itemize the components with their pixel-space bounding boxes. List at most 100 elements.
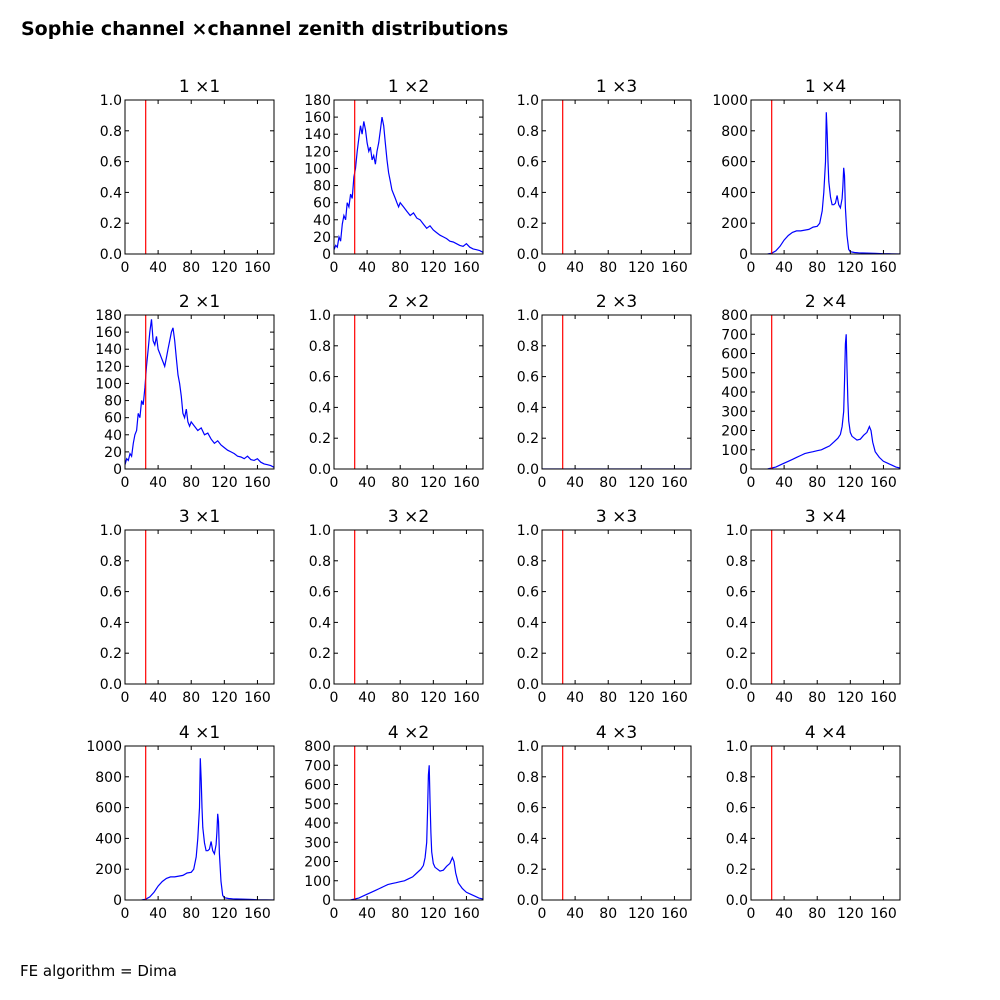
x-tick-label: 40 [358, 475, 376, 491]
x-tick-label: 160 [870, 690, 897, 706]
y-tick-label: 1.0 [100, 93, 122, 109]
y-tick-label: 80 [104, 394, 122, 410]
subplot-4-2: 0 40 80 120 160 0 100 200 300 400 500 600 700 800 4 ×2 [304, 723, 484, 922]
subplot-4-1: 0 40 80 120 160 0 200 400 600 800 1000 4 ×1 [86, 723, 275, 922]
x-tick-label: 40 [149, 690, 167, 706]
x-tick-label: 120 [211, 260, 238, 276]
figure-title: Sophie channel ×channel zenith distribut… [21, 18, 509, 40]
y-tick-label: 0.8 [517, 554, 539, 570]
y-tick-label: 0 [322, 247, 331, 263]
y-tick-label: 400 [304, 816, 331, 832]
x-tick-label: 0 [747, 690, 756, 706]
y-tick-label: 200 [721, 216, 748, 232]
axes-frame [124, 745, 275, 901]
histogram-series [767, 112, 900, 254]
y-tick-label: 0.4 [517, 615, 539, 631]
x-tick-label: 160 [244, 260, 271, 276]
y-tick-label: 140 [95, 342, 122, 358]
y-tick-label: 0.2 [517, 431, 539, 447]
x-tick-label: 80 [391, 475, 409, 491]
x-tick-label: 0 [121, 906, 130, 922]
y-tick-label: 0.0 [517, 247, 539, 263]
subplot-3-2: 0 40 80 120 160 0.0 0.2 0.4 0.6 0.8 1.0 3 ×2 [309, 507, 484, 706]
y-tick-label: 0.8 [726, 554, 748, 570]
x-tick-label: 0 [330, 260, 339, 276]
axes-frame [124, 99, 275, 255]
y-tick-label: 800 [304, 739, 331, 755]
y-tick-label: 0.2 [517, 646, 539, 662]
y-tick-label: 100 [721, 443, 748, 459]
subplot-title: 3 ×3 [596, 507, 637, 527]
y-tick-label: 120 [304, 144, 331, 160]
y-tick-label: 0.4 [726, 831, 748, 847]
x-tick-label: 160 [870, 260, 897, 276]
y-tick-label: 0 [113, 462, 122, 478]
subplot-title: 4 ×1 [179, 723, 220, 743]
subplot-title: 1 ×2 [388, 77, 429, 97]
subplot-2-4: 0 40 80 120 160 0 100 200 300 400 500 600 700 800 2 ×4 [721, 292, 901, 491]
axes-frame [541, 529, 692, 685]
subplot-title: 1 ×4 [805, 77, 846, 97]
subplot-title: 1 ×3 [596, 77, 637, 97]
y-tick-label: 500 [304, 797, 331, 813]
x-tick-label: 40 [775, 475, 793, 491]
x-tick-label: 120 [420, 260, 447, 276]
y-tick-label: 400 [721, 385, 748, 401]
y-tick-label: 0.6 [517, 370, 539, 386]
y-tick-label: 300 [304, 835, 331, 851]
subplot-1-1: 0 40 80 120 160 0.0 0.2 0.4 0.6 0.8 1.0 1 ×1 [100, 77, 275, 276]
x-tick-label: 160 [453, 260, 480, 276]
y-tick-label: 0.0 [517, 893, 539, 909]
x-tick-label: 0 [538, 475, 547, 491]
y-tick-label: 0 [739, 247, 748, 263]
y-tick-label: 40 [313, 213, 331, 229]
y-tick-label: 400 [721, 185, 748, 201]
y-tick-label: 0.0 [100, 247, 122, 263]
subplot-title: 1 ×1 [179, 77, 220, 97]
x-tick-label: 80 [808, 260, 826, 276]
y-tick-label: 1.0 [309, 523, 331, 539]
y-tick-label: 1.0 [309, 308, 331, 324]
x-tick-label: 40 [358, 260, 376, 276]
axes-frame [333, 529, 484, 685]
y-tick-label: 0.4 [100, 615, 122, 631]
x-tick-label: 0 [330, 475, 339, 491]
y-tick-label: 1.0 [100, 523, 122, 539]
x-tick-label: 40 [775, 906, 793, 922]
x-tick-label: 0 [538, 906, 547, 922]
x-tick-label: 80 [808, 690, 826, 706]
x-tick-label: 80 [182, 906, 200, 922]
x-tick-label: 80 [182, 260, 200, 276]
axes-frame [750, 745, 901, 901]
x-tick-label: 80 [599, 690, 617, 706]
x-tick-label: 120 [628, 906, 655, 922]
subplot-3-1: 0 40 80 120 160 0.0 0.2 0.4 0.6 0.8 1.0 3 ×1 [100, 507, 275, 706]
x-tick-label: 0 [121, 260, 130, 276]
x-tick-label: 0 [330, 906, 339, 922]
y-tick-label: 0.2 [100, 646, 122, 662]
algorithm-note: FE algorithm = Dima [20, 962, 177, 980]
y-tick-label: 800 [721, 124, 748, 140]
subplot-title: 2 ×2 [388, 292, 429, 312]
y-tick-label: 1.0 [517, 523, 539, 539]
axes-frame [333, 314, 484, 470]
y-tick-label: 0.0 [100, 677, 122, 693]
x-tick-label: 160 [244, 475, 271, 491]
y-tick-label: 0.4 [726, 615, 748, 631]
y-tick-label: 0.6 [309, 370, 331, 386]
x-tick-label: 120 [628, 690, 655, 706]
subplot-title: 3 ×1 [179, 507, 220, 527]
y-tick-label: 180 [95, 308, 122, 324]
subplot-title: 2 ×1 [179, 292, 220, 312]
subplot-title: 4 ×2 [388, 723, 429, 743]
x-tick-label: 80 [182, 475, 200, 491]
y-tick-label: 700 [304, 758, 331, 774]
x-tick-label: 120 [628, 260, 655, 276]
axes-frame [541, 314, 692, 470]
y-tick-label: 0.4 [517, 185, 539, 201]
y-tick-label: 200 [721, 424, 748, 440]
y-tick-label: 40 [104, 428, 122, 444]
y-tick-label: 1000 [86, 739, 122, 755]
x-tick-label: 40 [358, 690, 376, 706]
